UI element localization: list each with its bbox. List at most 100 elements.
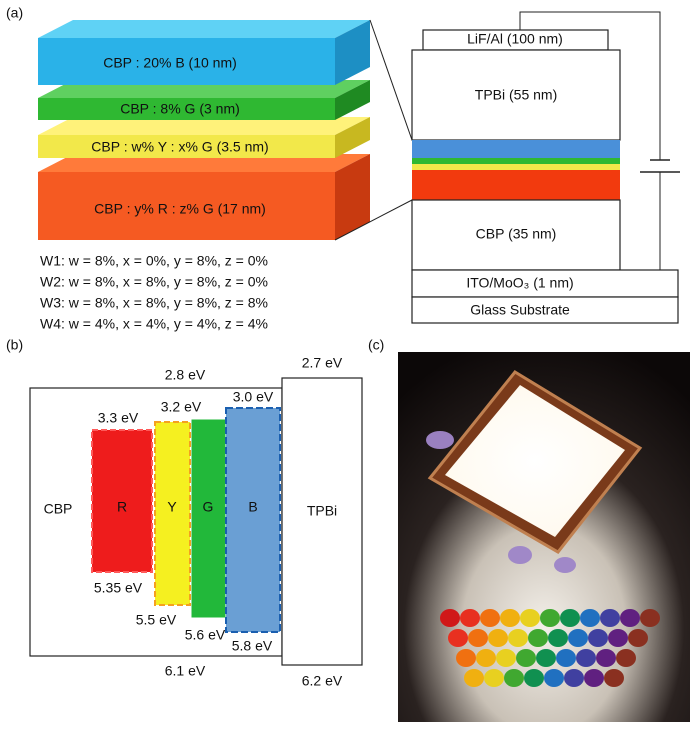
candy: [460, 609, 480, 627]
candy: [544, 669, 564, 687]
variant: W2: w = 8%, x = 8%, y = 8%, z = 0%: [40, 274, 268, 290]
variant: W4: w = 4%, x = 4%, y = 4%, z = 4%: [40, 316, 268, 332]
zoom-line: [369, 19, 413, 141]
layer-top: [38, 117, 370, 135]
level-label: 5.35 eV: [94, 580, 143, 596]
candy: [480, 609, 500, 627]
level-label: 2.7 eV: [302, 355, 343, 371]
layer-label: CBP : 20% B (10 nm): [103, 55, 237, 71]
emissive-layer: [412, 170, 620, 200]
level-label: 2.8 eV: [165, 367, 206, 383]
wire: [519, 11, 661, 160]
candy: [440, 609, 460, 627]
candy: [516, 649, 536, 667]
dopant-level: [191, 419, 226, 618]
layer-label: CBP : 8% G (3 nm): [120, 101, 240, 117]
emissive-layer: [412, 140, 620, 158]
fingertip: [426, 431, 454, 449]
candy: [608, 629, 628, 647]
layer-side: [335, 117, 370, 158]
candy: [628, 629, 648, 647]
candy: [468, 629, 488, 647]
candy: [484, 669, 504, 687]
candy: [600, 609, 620, 627]
emissive-layer: [412, 164, 620, 170]
layer-top: [38, 154, 370, 172]
candy: [640, 609, 660, 627]
variant: W3: w = 8%, x = 8%, y = 8%, z = 8%: [40, 295, 268, 311]
energy-diagram: 2.8 eV 6.1 eV CBP 3.3 eV 5.35 eV R 3.2 e…: [29, 355, 363, 689]
level-label: 6.1 eV: [165, 663, 206, 679]
layer-front: [38, 38, 335, 85]
candy: [500, 609, 520, 627]
level-label: 3.0 eV: [233, 389, 274, 405]
layer-top: [38, 20, 370, 38]
panel-label: (a): [6, 5, 23, 21]
device-label: LiF/Al (100 nm): [467, 31, 563, 47]
layer-side: [335, 80, 370, 120]
layer-label: CBP : w% Y : x% G (3.5 nm): [91, 139, 268, 155]
candy: [580, 609, 600, 627]
candy: [504, 669, 524, 687]
device-label: Glass Substrate: [470, 302, 570, 318]
layer-side: [335, 154, 370, 240]
candy: [528, 629, 548, 647]
candy: [540, 609, 560, 627]
candy: [508, 629, 528, 647]
level-label: 5.6 eV: [185, 627, 226, 643]
device-label: ITO/MoO₃ (1 nm): [466, 275, 573, 291]
oled-panel: [445, 385, 625, 537]
zoom-line: [334, 199, 413, 241]
candy: [584, 669, 604, 687]
level-label: 3.2 eV: [161, 399, 202, 415]
candy: [456, 649, 476, 667]
candy: [464, 669, 484, 687]
emissive-layer: [412, 158, 620, 164]
candy: [616, 649, 636, 667]
photo: [398, 352, 690, 722]
candy: [488, 629, 508, 647]
device-layer: [411, 199, 621, 271]
dopant-level: [91, 429, 153, 573]
layer-front: [38, 172, 335, 240]
candy: [596, 649, 616, 667]
etl-level: [281, 377, 363, 666]
material-label: G: [203, 499, 214, 515]
candy: [604, 669, 624, 687]
device: LiF/Al (100 nm) TPBi (55 nm) CBP (35 nm)…: [411, 11, 680, 324]
fingertip: [554, 557, 576, 573]
candy: [620, 609, 640, 627]
candy: [476, 649, 496, 667]
candy: [496, 649, 516, 667]
fingertip: [508, 546, 532, 564]
level-label: 5.5 eV: [136, 612, 177, 628]
device-layer: [411, 49, 621, 141]
layer-side: [335, 20, 370, 85]
candy: [568, 629, 588, 647]
level-label: 5.8 eV: [232, 638, 273, 654]
device-label: CBP (35 nm): [476, 226, 557, 242]
candy: [536, 649, 556, 667]
layer-stack: CBP : 20% B (10 nm) CBP : 8% G (3 nm) CB…: [38, 20, 370, 240]
material-label: R: [117, 499, 127, 515]
candy: [524, 669, 544, 687]
material-label: TPBi: [307, 503, 337, 519]
device-label: TPBi (55 nm): [475, 87, 557, 103]
layer-front: [38, 98, 335, 120]
material-label: CBP: [44, 501, 73, 517]
candy: [576, 649, 596, 667]
candy: [588, 629, 608, 647]
level-label: 3.3 eV: [98, 410, 139, 426]
candy: [560, 609, 580, 627]
candy: [564, 669, 584, 687]
device-layer: [411, 296, 679, 324]
level-label: 6.2 eV: [302, 673, 343, 689]
layer-label: CBP : y% R : z% G (17 nm): [94, 201, 266, 217]
panel-label: (c): [368, 337, 384, 353]
dopant-level: [154, 421, 191, 606]
material-label: B: [248, 499, 257, 515]
candy: [448, 629, 468, 647]
device-layer: [411, 269, 679, 298]
candy: [556, 649, 576, 667]
